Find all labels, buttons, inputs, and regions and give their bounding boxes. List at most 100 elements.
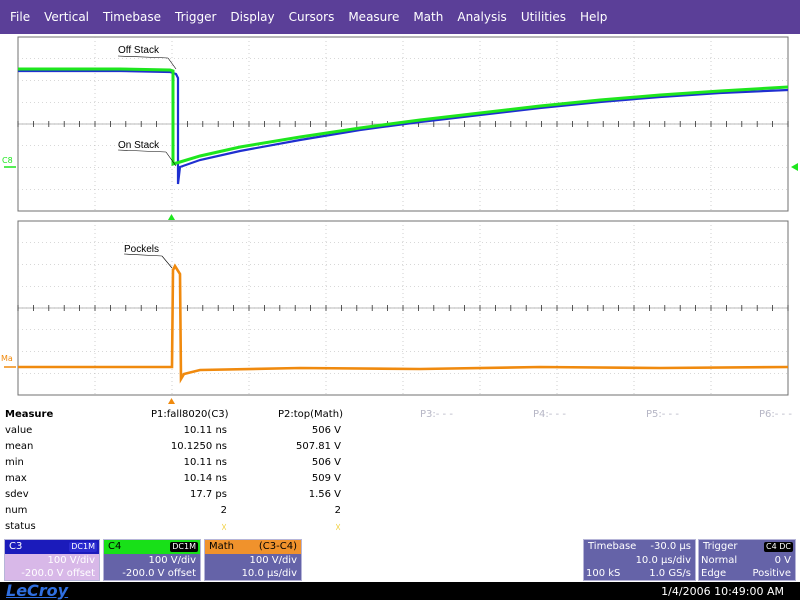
svg-text:Off Stack: Off Stack: [118, 45, 160, 56]
p2-value: 506 V: [311, 425, 341, 436]
menu-measure[interactable]: Measure: [348, 10, 400, 24]
menu-file[interactable]: File: [10, 10, 31, 24]
math-header: Math (C3-C4): [205, 540, 301, 554]
math-label: Math: [209, 541, 235, 552]
measure-row-label: min: [5, 457, 24, 468]
menu-vertical[interactable]: Vertical: [44, 10, 90, 24]
p1-value: 2: [220, 505, 227, 516]
footer-bar: LeCroy 1/4/2006 10:49:00 AM: [0, 581, 800, 600]
math-trace: [18, 263, 789, 384]
math-scale: 100 V/div: [249, 555, 297, 566]
math-source: (C3-C4): [258, 541, 297, 552]
measure-row-label: sdev: [5, 489, 29, 500]
trigger-mode: Normal: [701, 555, 738, 566]
timebase-delay: -30.0 µs: [650, 541, 691, 552]
trigger-marker-upper[interactable]: [168, 214, 175, 220]
trigger-label: Trigger: [703, 541, 738, 552]
c4-trace: [18, 67, 789, 166]
c4-coupling-badge: DC1M: [170, 542, 198, 552]
p2-value: 507.81 V: [295, 441, 341, 452]
measure-row-label: mean: [5, 441, 34, 452]
p1-value: ☓: [221, 521, 227, 534]
measure-row-label: num: [5, 505, 28, 516]
pockels-annotation: Pockels: [123, 244, 173, 269]
measure-row-max: max 10.14 ns 509 V: [0, 473, 800, 489]
c4-descriptor[interactable]: C4 DC1M 100 V/div -200.0 V offset: [103, 539, 201, 581]
measure-row-label: status: [5, 521, 36, 532]
c3-scale: 100 V/div: [47, 555, 95, 566]
menu-display[interactable]: Display: [230, 10, 275, 24]
on-stack-annotation: On Stack: [117, 140, 177, 167]
trigger-header: Trigger C4 DC: [699, 540, 795, 554]
menu-utilities[interactable]: Utilities: [520, 10, 566, 24]
timebase-label: Timebase: [588, 541, 637, 552]
p6-header[interactable]: P6:- - -: [759, 409, 792, 420]
trigger-marker-lower[interactable]: [168, 398, 175, 404]
date-time: 1/4/2006 10:49:00 AM: [661, 585, 784, 598]
p1-value: 10.1250 ns: [170, 441, 227, 452]
p1-header[interactable]: P1:fall8020(C3): [151, 409, 229, 420]
p2-value: 2: [334, 505, 341, 516]
measure-row-min: min 10.11 ns 506 V: [0, 457, 800, 473]
timebase-per-div: 10.0 µs/div: [635, 555, 691, 566]
p4-header[interactable]: P4:- - -: [533, 409, 566, 420]
trigger-type: Edge: [701, 568, 727, 579]
timebase-rate: 1.0 GS/s: [649, 568, 691, 579]
measure-table: Measure P1:fall8020(C3) P2:top(Math) P3:…: [0, 407, 800, 537]
trigger-level: 0 V: [774, 555, 791, 566]
menu-help[interactable]: Help: [579, 10, 608, 24]
timebase-rate-row: 100 kS 1.0 GS/s: [584, 567, 695, 580]
menu-analysis[interactable]: Analysis: [457, 10, 507, 24]
waveform-area[interactable]: Off Stack On Stack Pockels C8 Ma: [0, 34, 800, 410]
math-marker[interactable]: Ma: [1, 354, 16, 368]
timebase-header: Timebase -30.0 µs: [584, 540, 695, 554]
off-stack-annotation: Off Stack: [117, 45, 177, 70]
c4-offset: -200.0 V offset: [122, 568, 196, 579]
c3-coupling-badge: DC1M: [69, 542, 97, 552]
c3-header: C3 DC1M: [5, 540, 99, 554]
svg-text:Pockels: Pockels: [124, 244, 159, 255]
menu-bar: File Vertical Timebase Trigger Display Cursor…: [0, 0, 800, 34]
measure-header-row: Measure P1:fall8020(C3) P2:top(Math) P3:…: [0, 409, 800, 425]
c3-offset: -200.0 V offset: [21, 568, 95, 579]
trigger-mode-row: Normal 0 V: [699, 554, 795, 567]
c8-marker[interactable]: C8: [2, 156, 16, 168]
svg-text:On Stack: On Stack: [118, 140, 160, 151]
c3-descriptor[interactable]: C3 DC1M 100 V/div -200.0 V offset: [4, 539, 100, 581]
measure-title: Measure: [5, 409, 54, 420]
channel-panels: C3 DC1M 100 V/div -200.0 V offset C4 DC1…: [0, 537, 800, 582]
menu-cursors[interactable]: Cursors: [288, 10, 335, 24]
p1-value: 17.7 ps: [189, 489, 227, 500]
measure-row-status: status ☓ ☓: [0, 521, 800, 537]
menu-timebase[interactable]: Timebase: [103, 10, 161, 24]
p2-value: 506 V: [311, 457, 341, 468]
p5-header[interactable]: P5:- - -: [646, 409, 679, 420]
measure-row-label: value: [5, 425, 33, 436]
measure-row-value: value 10.11 ns 506 V: [0, 425, 800, 441]
math-time: 10.0 µs/div: [241, 568, 297, 579]
trigger-descriptor[interactable]: Trigger C4 DC Normal 0 V Edge Positive: [698, 539, 796, 581]
p2-value: ☓: [335, 521, 341, 534]
c4-scale: 100 V/div: [148, 555, 196, 566]
math-descriptor[interactable]: Math (C3-C4) 100 V/div 10.0 µs/div: [204, 539, 302, 581]
c3-label: C3: [9, 541, 23, 552]
p1-value: 10.14 ns: [183, 473, 227, 484]
p1-value: 10.11 ns: [183, 425, 227, 436]
lecroy-logo: LeCroy: [6, 581, 69, 600]
measure-row-num: num 2 2: [0, 505, 800, 521]
p2-header[interactable]: P2:top(Math): [278, 409, 343, 420]
p2-value: 509 V: [311, 473, 341, 484]
menu-trigger[interactable]: Trigger: [175, 10, 217, 24]
c4-label: C4: [108, 541, 122, 552]
c4-header: C4 DC1M: [104, 540, 200, 554]
p3-header[interactable]: P3:- - -: [420, 409, 453, 420]
timebase-descriptor[interactable]: Timebase -30.0 µs 10.0 µs/div 100 kS 1.0…: [583, 539, 696, 581]
menu-math[interactable]: Math: [413, 10, 444, 24]
p1-value: 10.11 ns: [183, 457, 227, 468]
c4-offset-marker-right[interactable]: [791, 163, 798, 171]
svg-text:Ma: Ma: [1, 354, 13, 363]
measure-row-mean: mean 10.1250 ns 507.81 V: [0, 441, 800, 457]
timebase-samples: 100 kS: [586, 568, 621, 579]
measure-row-sdev: sdev 17.7 ps 1.56 V: [0, 489, 800, 505]
upper-grid: [17, 36, 789, 212]
